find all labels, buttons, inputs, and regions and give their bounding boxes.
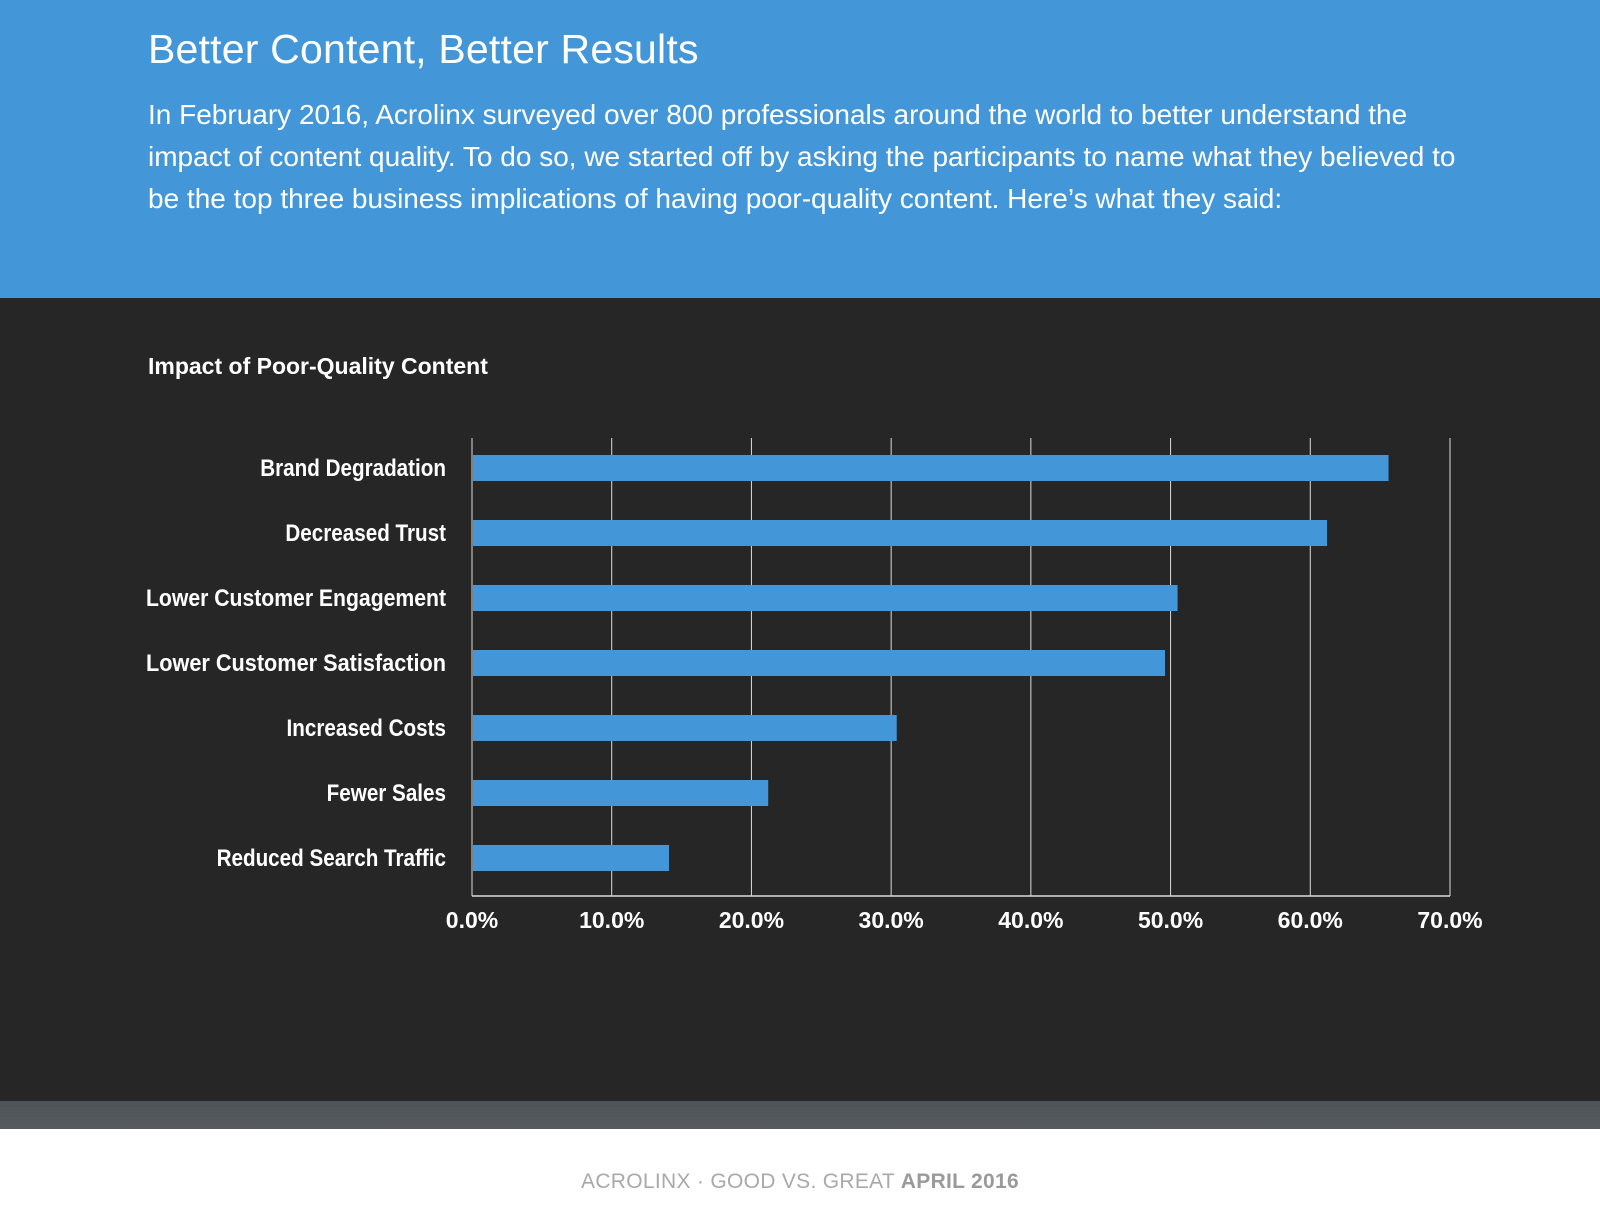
- category-label: Decreased Trust: [285, 520, 446, 547]
- page-title: Better Content, Better Results: [148, 26, 699, 72]
- bar: [473, 585, 1178, 611]
- footer-brand: ACROLINX · GOOD VS. GREAT: [581, 1170, 895, 1193]
- x-tick-label: 40.0%: [998, 907, 1063, 933]
- chart-panel: [0, 298, 1600, 1101]
- bar: [473, 455, 1389, 481]
- x-tick-label: 0.0%: [446, 907, 498, 933]
- x-tick-label: 70.0%: [1417, 907, 1482, 933]
- x-tick-label: 60.0%: [1278, 907, 1343, 933]
- category-label: Brand Degradation: [260, 455, 446, 482]
- bar: [473, 520, 1328, 546]
- bar: [473, 780, 769, 806]
- footer-date: APRIL 2016: [900, 1170, 1019, 1193]
- chart-title: Impact of Poor-Quality Content: [148, 353, 488, 379]
- footer: ACROLINX · GOOD VS. GREAT APRIL 2016: [0, 1170, 1600, 1194]
- x-tick-label: 20.0%: [719, 907, 784, 933]
- panel-shadow: [0, 1101, 1600, 1129]
- category-label: Fewer Sales: [327, 780, 446, 807]
- bar: [473, 715, 897, 741]
- bar: [473, 845, 669, 871]
- x-tick-label: 10.0%: [579, 907, 644, 933]
- intro-paragraph: In February 2016, Acrolinx surveyed over…: [148, 99, 1456, 214]
- x-tick-label: 50.0%: [1138, 907, 1203, 933]
- category-label: Lower Customer Engagement: [146, 585, 446, 612]
- category-label: Lower Customer Satisfaction: [146, 650, 446, 677]
- bar-chart: Brand Degradation Decreased Trust Lower Cu…: [146, 438, 1483, 933]
- bar: [473, 650, 1165, 676]
- category-label: Increased Costs: [287, 715, 446, 742]
- category-label: Reduced Search Traffic: [217, 845, 446, 872]
- header-banner: Better Content, Better Results In Februa…: [0, 0, 1600, 298]
- x-tick-label: 30.0%: [859, 907, 924, 933]
